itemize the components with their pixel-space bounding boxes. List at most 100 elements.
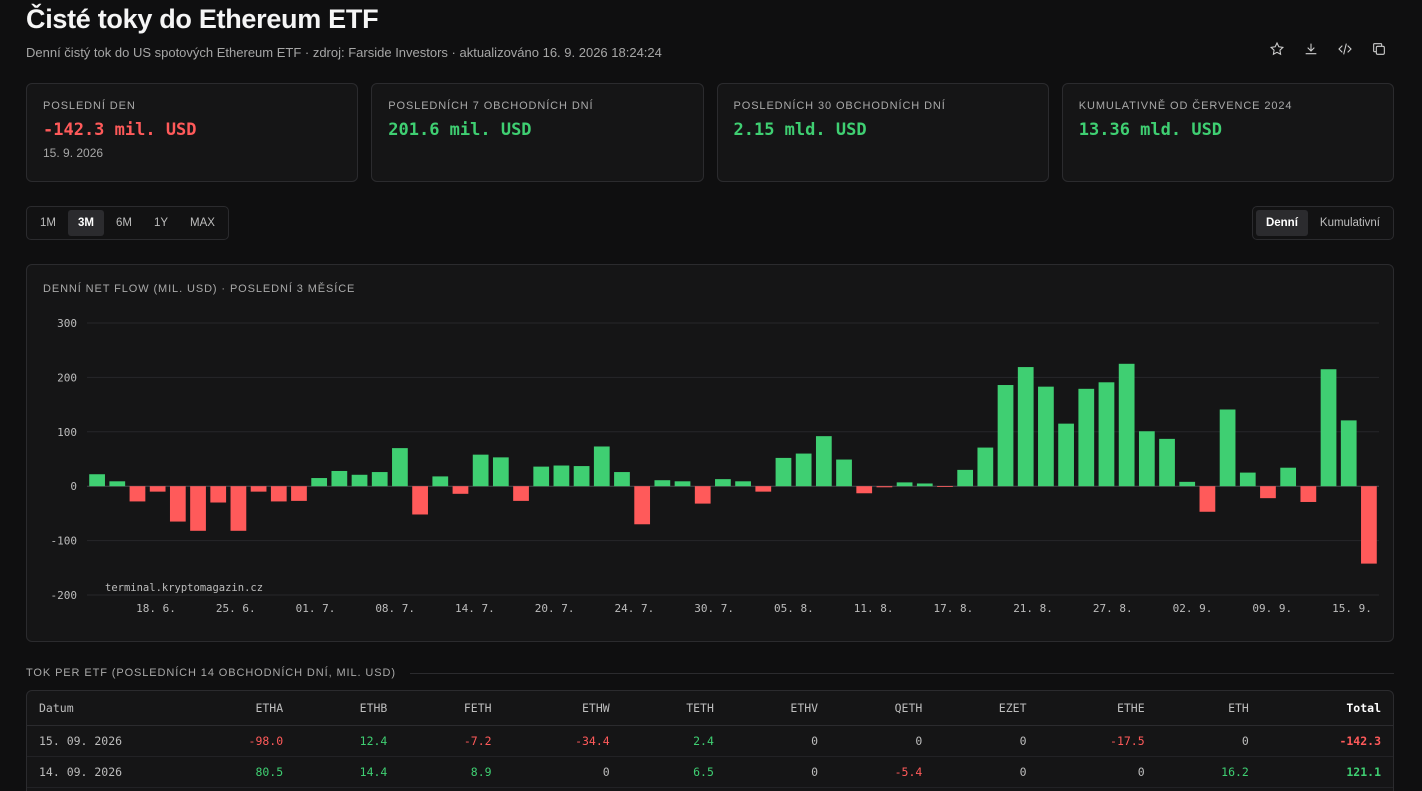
x-tick-label: 08. 7. <box>375 602 415 615</box>
range-button-6m[interactable]: 6M <box>115 217 132 229</box>
cell-date: 14. 09. 2026 <box>27 756 177 788</box>
etf-table-title: Tok per ETF (posledních 14 obchodních dn… <box>26 667 1394 679</box>
cell-date: 15. 09. 2026 <box>27 725 177 757</box>
mode-button-cumulative[interactable]: Kumulativní <box>1319 217 1380 229</box>
range-button-1y[interactable]: 1Y <box>153 217 169 229</box>
bar <box>109 481 126 487</box>
x-tick-label: 15. 9. <box>1332 602 1372 615</box>
cell-value: -5.4 <box>830 756 935 788</box>
cell-value: 8.9 <box>399 756 504 788</box>
stat-card-cumulative: Kumulativně od července 2024 13.36 mld. … <box>1061 83 1394 182</box>
x-tick-label: 05. 8. <box>774 602 814 615</box>
bar <box>452 486 469 494</box>
bar <box>169 486 186 522</box>
etf-table-title-text: Tok per ETF (posledních 14 obchodních dn… <box>26 667 396 679</box>
column-header: FETH <box>399 691 504 726</box>
stat-label: Posledních 30 obchodních dní <box>733 100 946 112</box>
y-tick-label: 200 <box>57 371 77 384</box>
bar <box>795 453 812 487</box>
bar <box>1361 486 1377 564</box>
bar <box>755 486 772 492</box>
cell-value: 0 <box>725 725 831 757</box>
range-selector: 1M 3M 6M 1Y MAX <box>26 206 229 240</box>
y-tick-label: 100 <box>57 426 77 439</box>
bar <box>472 454 489 487</box>
range-button-3m[interactable]: 3M <box>67 210 104 236</box>
cell-value: 16.2 <box>1156 756 1261 788</box>
bar <box>129 486 146 502</box>
bar <box>149 486 166 492</box>
bar <box>674 481 691 487</box>
bar <box>815 436 832 487</box>
y-tick-label: -200 <box>51 589 78 602</box>
bar <box>997 385 1014 487</box>
bar <box>492 457 509 487</box>
bar <box>977 447 994 487</box>
range-button-max[interactable]: MAX <box>190 217 215 229</box>
bar <box>876 486 893 488</box>
stat-value: 13.36 mld. USD <box>1078 120 1223 140</box>
star-icon[interactable] <box>1266 38 1288 60</box>
stat-date: 15. 9. 2026 <box>43 146 104 160</box>
column-header: ETHB <box>295 691 400 726</box>
table-row: 15. 09. 2026 -98.0 12.4 -7.2 -34.4 2.4 0 0 0 -17.… <box>27 725 1393 757</box>
column-header-total: Total <box>1260 691 1393 726</box>
column-header: ETHW <box>503 691 622 726</box>
cell-value: 0 <box>934 756 1039 788</box>
toolbar <box>1266 38 1390 60</box>
x-tick-label: 20. 7. <box>535 602 575 615</box>
x-tick-label: 17. 8. <box>933 602 973 615</box>
bar <box>896 482 913 487</box>
column-header: ETHE <box>1038 691 1157 726</box>
x-tick-label: 18. 6. <box>136 602 176 615</box>
mode-button-daily[interactable]: Denní <box>1255 210 1308 236</box>
x-tick-label: 21. 8. <box>1013 602 1053 615</box>
cell-value: -7.2 <box>399 725 504 757</box>
cell-value: 80.5 <box>177 756 296 788</box>
cell-total: 121.1 <box>1260 756 1393 788</box>
copy-icon[interactable] <box>1368 38 1390 60</box>
column-header: ETHV <box>725 691 831 726</box>
bar <box>634 486 651 525</box>
bar <box>694 486 711 504</box>
bar <box>856 486 873 494</box>
bar <box>351 474 368 487</box>
bar <box>89 474 105 487</box>
bar <box>1038 386 1054 487</box>
column-header: ETH <box>1156 691 1261 726</box>
bar <box>1320 369 1337 487</box>
column-header: ETHA <box>177 691 296 726</box>
x-tick-label: 24. 7. <box>615 602 655 615</box>
stat-card-last-day: Poslední den -142.3 mil. USD 15. 9. 2026 <box>26 83 359 182</box>
stat-value: 201.6 mil. USD <box>388 120 532 140</box>
cell-value: 0 <box>830 725 935 757</box>
cell-value: 0 <box>934 725 1039 757</box>
bar <box>916 483 933 487</box>
bar <box>412 486 428 515</box>
bar <box>1260 486 1276 499</box>
download-icon[interactable] <box>1300 38 1322 60</box>
x-tick-label: 11. 8. <box>854 602 894 615</box>
bar <box>1219 409 1236 487</box>
bar <box>553 465 570 487</box>
cell-value: 0 <box>1038 756 1157 788</box>
bar <box>1159 438 1175 487</box>
cell-value: 12.4 <box>295 725 400 757</box>
bar <box>331 470 348 487</box>
bar <box>250 486 267 492</box>
column-header: TETH <box>621 691 726 726</box>
bar <box>1078 388 1095 487</box>
column-header: EZET <box>934 691 1039 726</box>
bar <box>573 466 590 487</box>
code-icon[interactable] <box>1334 38 1356 60</box>
x-tick-label: 30. 7. <box>694 602 734 615</box>
stat-label: Posledních 7 obchodních dní <box>388 100 594 112</box>
chart-panel: Denní net flow (mil. USD) · poslední 3 m… <box>26 264 1394 642</box>
mode-selector: Denní Kumulativní <box>1251 206 1394 240</box>
range-button-1m[interactable]: 1M <box>40 217 56 229</box>
bar <box>291 486 307 501</box>
cell-value: 14.4 <box>295 756 400 788</box>
bar <box>957 469 974 487</box>
stat-value: 2.15 mld. USD <box>733 120 867 140</box>
bar <box>836 459 852 487</box>
